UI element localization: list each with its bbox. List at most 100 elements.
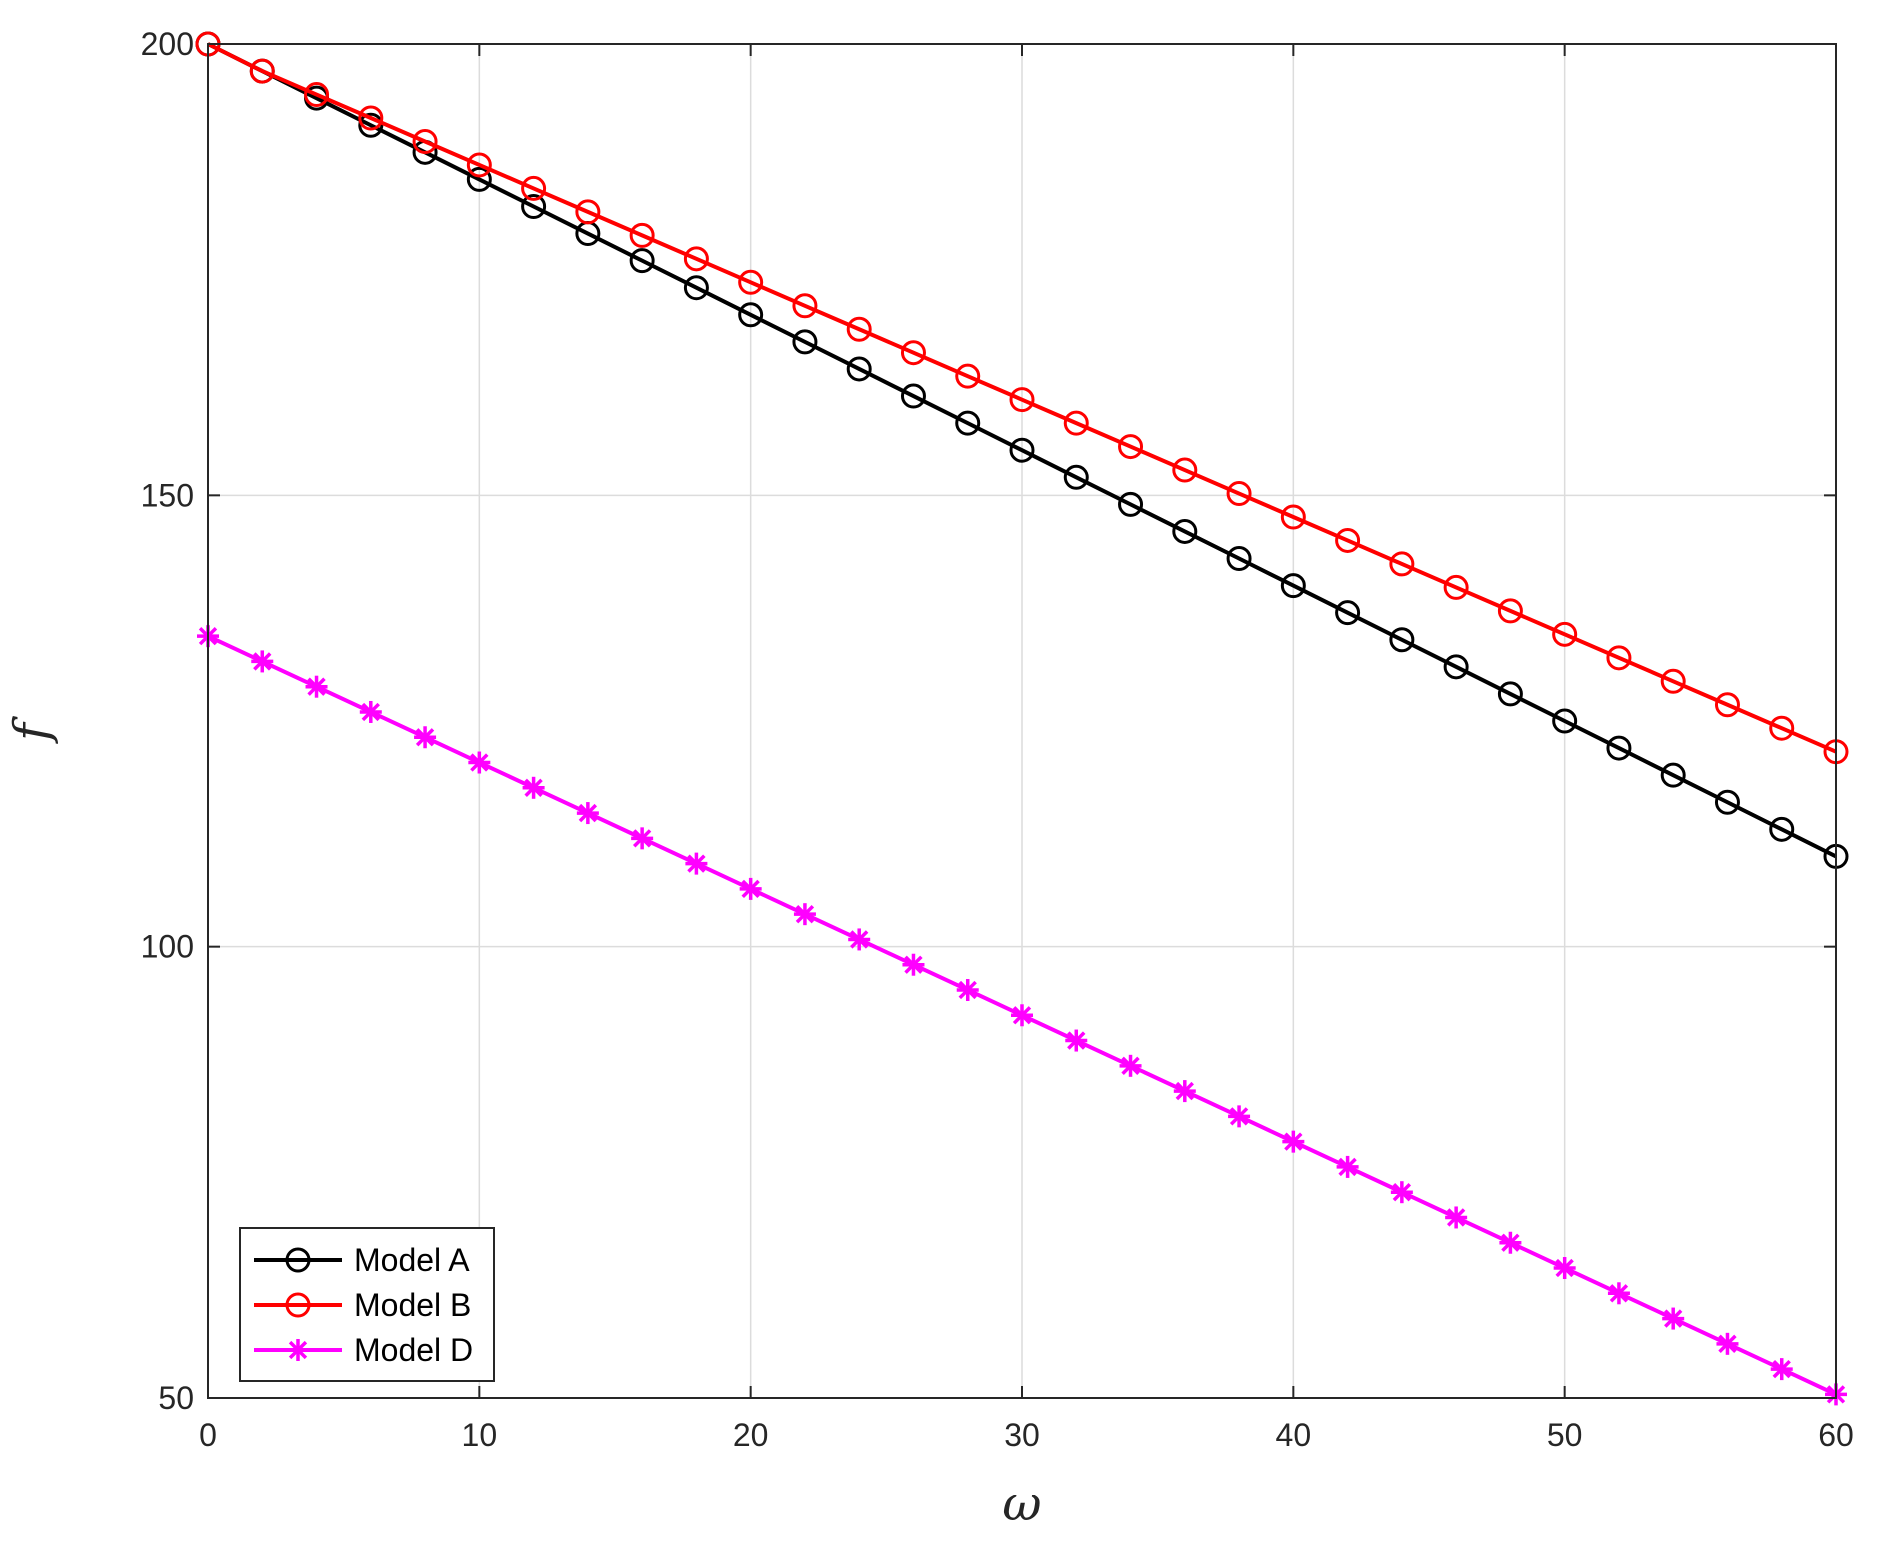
- data-point: [1716, 1332, 1739, 1355]
- data-point: [1606, 645, 1632, 671]
- data-point: [522, 776, 545, 799]
- legend-label: Model A: [354, 1242, 470, 1278]
- data-point: [902, 953, 925, 976]
- data-point: [521, 175, 547, 201]
- legend-item: Model D: [254, 1332, 473, 1368]
- legend-label: Model D: [354, 1332, 473, 1368]
- y-tick-label: 200: [141, 26, 194, 62]
- data-point: [305, 675, 328, 698]
- data-point: [1009, 437, 1035, 463]
- data-point: [1063, 410, 1089, 436]
- data-point: [1065, 1029, 1088, 1052]
- data-point: [249, 58, 275, 84]
- data-point: [1226, 481, 1252, 507]
- data-point: [629, 248, 655, 274]
- data-point: [848, 928, 871, 951]
- data-point: [1336, 1155, 1359, 1178]
- series-layer: [195, 31, 1849, 1406]
- legend-marker: [287, 1339, 309, 1361]
- data-point: [1660, 762, 1686, 788]
- data-point: [1226, 546, 1252, 572]
- data-point: [1553, 1257, 1576, 1280]
- data-point: [1714, 789, 1740, 815]
- data-point: [468, 751, 491, 774]
- series-model-d: [197, 625, 1847, 1406]
- data-point: [955, 363, 981, 389]
- x-tick-label: 30: [1004, 1417, 1040, 1453]
- data-point: [1118, 434, 1144, 460]
- data-point: [1552, 621, 1578, 647]
- data-point: [683, 246, 709, 272]
- legend-item: Model A: [254, 1242, 470, 1278]
- grid: [207, 43, 1837, 1399]
- data-point: [1228, 1105, 1251, 1128]
- data-point: [1389, 627, 1415, 653]
- data-point: [575, 199, 601, 225]
- data-point: [955, 410, 981, 436]
- data-point: [251, 650, 274, 673]
- data-point: [1499, 1231, 1522, 1254]
- data-point: [521, 193, 547, 219]
- data-point: [846, 316, 872, 342]
- data-point: [358, 105, 384, 131]
- data-point: [1445, 1206, 1468, 1229]
- data-point: [1335, 527, 1361, 553]
- data-point: [738, 302, 764, 328]
- data-point: [1011, 1004, 1033, 1027]
- data-point: [1497, 681, 1523, 707]
- data-point: [900, 383, 926, 409]
- data-point: [793, 903, 816, 926]
- data-point: [1607, 1282, 1630, 1305]
- data-point: [1389, 551, 1415, 577]
- y-tick-label: 100: [141, 929, 194, 965]
- axis-ticks: 0 10 20 30 40 50 60 50 100 150 200: [141, 26, 1854, 1453]
- data-point: [900, 340, 926, 366]
- data-point: [683, 275, 709, 301]
- data-point: [738, 269, 764, 295]
- x-tick-label: 10: [462, 1417, 498, 1453]
- data-point: [792, 293, 818, 319]
- x-tick-label: 40: [1276, 1417, 1312, 1453]
- data-point: [1335, 600, 1361, 626]
- data-point: [1660, 668, 1686, 694]
- y-tick-label: 150: [141, 477, 194, 513]
- legend: Model A Model B Model D: [239, 1227, 495, 1382]
- data-point: [304, 82, 330, 108]
- data-point: [1770, 1358, 1793, 1381]
- data-point: [1118, 491, 1144, 517]
- data-point: [1280, 573, 1306, 599]
- y-axis-title: f: [4, 716, 60, 744]
- data-point: [1552, 708, 1578, 734]
- data-point: [1769, 715, 1795, 741]
- data-point: [466, 152, 492, 178]
- series-line: [207, 42, 1837, 754]
- data-point: [685, 852, 708, 875]
- data-point: [466, 166, 492, 192]
- data-point: [1497, 598, 1523, 624]
- data-point: [956, 978, 979, 1001]
- data-point: [629, 222, 655, 248]
- x-tick-label: 50: [1547, 1417, 1583, 1453]
- data-point: [1390, 1181, 1413, 1204]
- legend-label: Model B: [354, 1287, 471, 1323]
- data-point: [1172, 518, 1198, 544]
- x-axis-title: ω: [1002, 1476, 1041, 1532]
- data-point: [1443, 654, 1469, 680]
- x-tick-label: 0: [199, 1417, 217, 1453]
- data-point: [1662, 1307, 1685, 1330]
- data-point: [1606, 735, 1632, 761]
- x-tick-label: 60: [1818, 1417, 1854, 1453]
- data-point: [792, 329, 818, 355]
- data-point: [1009, 387, 1035, 413]
- legend-marker: [285, 1247, 311, 1273]
- legend-item: Model B: [254, 1287, 471, 1323]
- data-point: [739, 877, 762, 900]
- series-line: [207, 42, 1837, 859]
- data-point: [846, 356, 872, 382]
- data-point: [1280, 504, 1306, 530]
- data-point: [1282, 1130, 1305, 1153]
- data-point: [358, 112, 384, 138]
- data-point: [576, 802, 599, 825]
